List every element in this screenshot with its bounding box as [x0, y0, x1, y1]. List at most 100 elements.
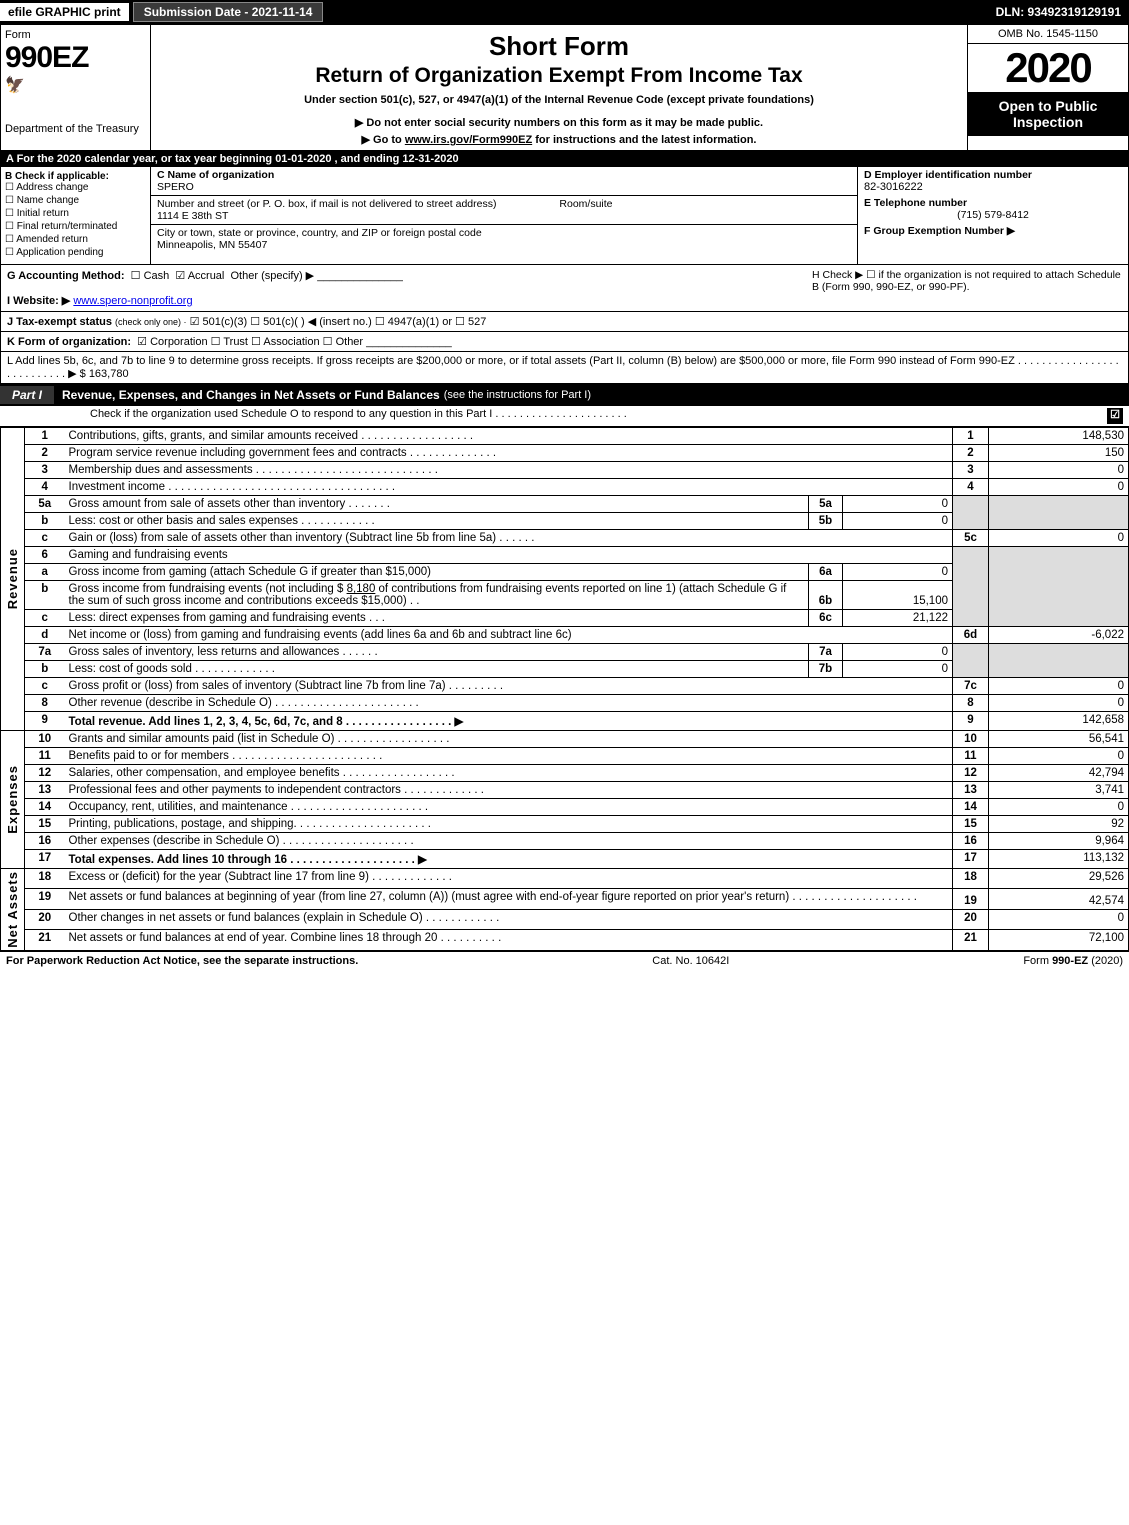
- l17-num: 17: [953, 850, 989, 869]
- section-l: L Add lines 5b, 6c, and 7b to line 9 to …: [0, 352, 1129, 384]
- l20-desc: Other changes in net assets or fund bala…: [65, 909, 953, 929]
- ssn-warning: ▶ Do not enter social security numbers o…: [155, 116, 963, 129]
- footer: For Paperwork Reduction Act Notice, see …: [0, 951, 1129, 970]
- l13-val: 3,741: [989, 782, 1129, 799]
- box-c-name: C Name of organization SPERO: [151, 167, 857, 196]
- dln-label: DLN: 93492319129191: [996, 5, 1129, 19]
- l19-num: 19: [953, 889, 989, 909]
- k-label: K Form of organization:: [7, 336, 131, 348]
- l21-desc: Net assets or fund balances at end of ye…: [65, 930, 953, 950]
- l9-val: 142,658: [989, 712, 1129, 731]
- efile-label: efile GRAPHIC print: [0, 3, 129, 21]
- header-left: Form 990EZ 🦅 Department of the Treasury: [1, 25, 151, 150]
- l7a-no: 7a: [25, 644, 65, 661]
- l11-val: 0: [989, 748, 1129, 765]
- l10-desc: Grants and similar amounts paid (list in…: [65, 731, 953, 748]
- phone-row: E Telephone number (715) 579-8412: [858, 195, 1128, 223]
- ein-value: 82-3016222: [864, 181, 923, 193]
- box-b-label: B Check if applicable:: [5, 171, 109, 182]
- l8-val: 0: [989, 695, 1129, 712]
- l7-grey1: [953, 644, 989, 678]
- l21-val: 72,100: [989, 930, 1129, 950]
- l14-val: 0: [989, 799, 1129, 816]
- group-row: F Group Exemption Number ▶: [858, 223, 1128, 239]
- j-note: (check only one) ·: [115, 317, 187, 327]
- l6b-amt: 8,180: [347, 583, 376, 595]
- l4-desc: Investment income . . . . . . . . . . . …: [65, 479, 953, 496]
- l17-val: 113,132: [989, 850, 1129, 869]
- section-j: J Tax-exempt status (check only one) · ☑…: [0, 312, 1129, 332]
- l6-desc: Gaming and fundraising events: [65, 547, 953, 564]
- l16-no: 16: [25, 833, 65, 850]
- l14-no: 14: [25, 799, 65, 816]
- j-opts: ☑ 501(c)(3) ☐ 501(c)( ) ◀ (insert no.) ☐…: [190, 316, 487, 328]
- l18-val: 29,526: [989, 869, 1129, 889]
- l10-num: 10: [953, 731, 989, 748]
- l4-no: 4: [25, 479, 65, 496]
- org-name: SPERO: [157, 181, 194, 193]
- l14-desc: Occupancy, rent, utilities, and maintena…: [65, 799, 953, 816]
- l6d-num: 6d: [953, 627, 989, 644]
- l1-val: 148,530: [989, 428, 1129, 445]
- l3-desc: Membership dues and assessments . . . . …: [65, 462, 953, 479]
- box-c: C Name of organization SPERO Number and …: [151, 167, 858, 264]
- chk-amended[interactable]: ☐ Amended return: [5, 234, 146, 245]
- l19-val: 42,574: [989, 889, 1129, 909]
- street-label: Number and street (or P. O. box, if mail…: [157, 198, 496, 210]
- l4-num: 4: [953, 479, 989, 496]
- l4-val: 0: [989, 479, 1129, 496]
- city-label: City or town, state or province, country…: [157, 227, 482, 239]
- l6a-desc: Gross income from gaming (attach Schedul…: [65, 564, 809, 581]
- chk-initial[interactable]: ☐ Initial return: [5, 208, 146, 219]
- netassets-side: Net Assets: [1, 869, 25, 951]
- l12-val: 42,794: [989, 765, 1129, 782]
- footer-right: Form 990-EZ (2020): [1023, 955, 1123, 967]
- submission-date: Submission Date - 2021-11-14: [133, 2, 324, 22]
- l18-num: 18: [953, 869, 989, 889]
- l6b-sub: 6b: [809, 581, 843, 610]
- l6b-subval: 15,100: [843, 581, 953, 610]
- l6-grey2: [989, 547, 1129, 627]
- l11-desc: Benefits paid to or for members . . . . …: [65, 748, 953, 765]
- l13-num: 13: [953, 782, 989, 799]
- section-gh: G Accounting Method: ☐ Cash ☑ Accrual Ot…: [0, 265, 1129, 312]
- l7c-val: 0: [989, 678, 1129, 695]
- l12-no: 12: [25, 765, 65, 782]
- l15-desc: Printing, publications, postage, and shi…: [65, 816, 953, 833]
- phone-label: E Telephone number: [864, 197, 967, 209]
- box-c-street: Number and street (or P. O. box, if mail…: [151, 196, 857, 225]
- tax-year: 2020: [968, 44, 1128, 92]
- l13-desc: Professional fees and other payments to …: [65, 782, 953, 799]
- l7a-sub: 7a: [809, 644, 843, 661]
- title-return: Return of Organization Exempt From Incom…: [155, 64, 963, 88]
- l15-num: 15: [953, 816, 989, 833]
- row-a: A For the 2020 calendar year, or tax yea…: [0, 151, 1129, 167]
- chk-final[interactable]: ☐ Final return/terminated: [5, 221, 146, 232]
- l3-val: 0: [989, 462, 1129, 479]
- l6-no: 6: [25, 547, 65, 564]
- l1-no: 1: [25, 428, 65, 445]
- g-accrual: Accrual: [188, 270, 225, 282]
- form-word: Form: [5, 29, 146, 41]
- l7b-sub: 7b: [809, 661, 843, 678]
- l15-no: 15: [25, 816, 65, 833]
- l10-val: 56,541: [989, 731, 1129, 748]
- schedule-o-check: ☑: [1107, 408, 1123, 424]
- department-label: Department of the Treasury: [5, 123, 146, 135]
- l19-no: 19: [25, 889, 65, 909]
- l6c-sub: 6c: [809, 610, 843, 627]
- l13-no: 13: [25, 782, 65, 799]
- l21-num: 21: [953, 930, 989, 950]
- irs-link[interactable]: www.irs.gov/Form990EZ: [405, 134, 532, 146]
- l6c-desc: Less: direct expenses from gaming and fu…: [65, 610, 809, 627]
- chk-name[interactable]: ☐ Name change: [5, 195, 146, 206]
- website-link[interactable]: www.spero-nonprofit.org: [73, 295, 192, 307]
- subtitle: Under section 501(c), 527, or 4947(a)(1)…: [155, 94, 963, 106]
- chk-pending[interactable]: ☐ Application pending: [5, 247, 146, 258]
- l5b-no: b: [25, 513, 65, 530]
- l3-no: 3: [25, 462, 65, 479]
- form-number: 990EZ: [5, 41, 146, 75]
- l8-desc: Other revenue (describe in Schedule O) .…: [65, 695, 953, 712]
- l17-no: 17: [25, 850, 65, 869]
- chk-address[interactable]: ☐ Address change: [5, 182, 146, 193]
